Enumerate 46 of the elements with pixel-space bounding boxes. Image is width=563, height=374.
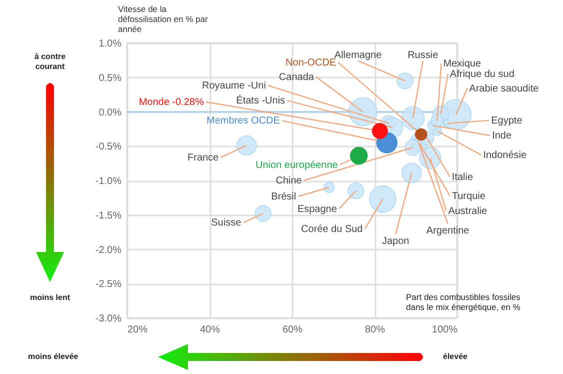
text: Inde xyxy=(492,130,512,142)
text: Turquie xyxy=(452,191,486,202)
series-label: Espagne xyxy=(297,204,338,215)
text: Indonésie xyxy=(483,150,528,161)
text: Mexique xyxy=(443,58,482,70)
text: Argentine xyxy=(426,226,470,237)
y-axis-title: Vitesse de la défossilisation en % par année xyxy=(118,4,209,34)
text: Egypte xyxy=(491,115,523,126)
y-tick-label: 0.0% xyxy=(98,107,122,118)
text: Australie xyxy=(448,206,488,217)
y-tick-label: -0.5% xyxy=(95,142,122,153)
y-tick-label: -1.0% xyxy=(95,176,122,187)
text: Allemagne xyxy=(334,50,382,61)
x-tick-label: 60% xyxy=(282,324,303,336)
x-tick-label: 20% xyxy=(128,324,148,336)
text: Italie xyxy=(452,172,474,183)
x-tick-label: 40% xyxy=(200,324,220,336)
series-label: Arabie saoudite xyxy=(469,84,540,94)
text: Monde -0.28% xyxy=(138,97,204,108)
text: Brésil xyxy=(271,191,296,202)
series-label: France xyxy=(188,152,220,164)
text: Royaume -Uni xyxy=(202,80,266,92)
text: Membres OCDE xyxy=(206,116,280,127)
text: États -Unis xyxy=(236,94,286,107)
text: Japon xyxy=(382,236,410,247)
text: élevée xyxy=(443,352,468,362)
text: Afrique du sud xyxy=(450,68,514,80)
series-label: Suisse xyxy=(211,218,242,228)
text: Non-OCDE xyxy=(286,57,336,68)
series-label: Union européenne xyxy=(256,160,338,171)
y-tick-label: -1.5% xyxy=(95,210,122,222)
text: à contre courant xyxy=(33,52,67,72)
y-tick-label: -3.0% xyxy=(95,314,122,324)
text: Russie xyxy=(408,50,439,61)
text: moins lent xyxy=(28,293,71,303)
x-axis-title: Part des combustibles fossiles dans le mix énergétique, en % xyxy=(406,292,522,312)
y-tick-label: 1.0% xyxy=(98,38,122,50)
y-tick-label: -2.0% xyxy=(95,244,122,256)
y-tick-label: -2.5% xyxy=(95,279,122,290)
x-tick-label: 80% xyxy=(364,324,386,336)
x-tick-label: 100% xyxy=(432,324,458,336)
text: Canada xyxy=(278,72,314,83)
series-label: Corée du Sud xyxy=(301,224,363,236)
y-tick-label: 0.5% xyxy=(98,72,122,84)
text: Chine xyxy=(276,176,302,186)
text: moins élevée xyxy=(28,352,78,362)
